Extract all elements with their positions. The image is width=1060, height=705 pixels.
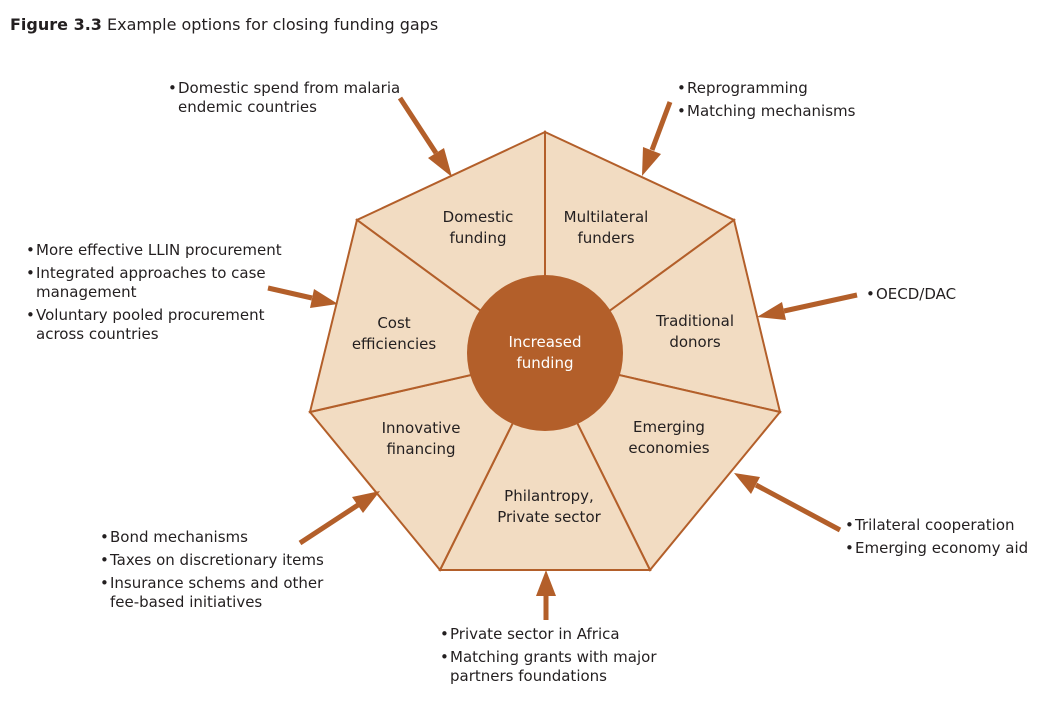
arrow-philantropy-private-sector xyxy=(536,570,556,620)
segment-label-domestic-funding: Domestic funding xyxy=(442,208,514,247)
callout-bullet: Matching mechanisms xyxy=(677,102,855,121)
center-hub xyxy=(467,275,623,431)
callout-bullet: Matching grants with major partners foun… xyxy=(440,648,657,686)
arrow-traditional-donors xyxy=(757,292,858,320)
callout-bullet: Integrated approaches to case management xyxy=(26,264,282,302)
callout-bullet: More effective LLIN procurement xyxy=(26,241,282,260)
figure-label: Figure 3.3 xyxy=(10,15,102,34)
callout-bullet: Taxes on discretionary items xyxy=(100,551,324,570)
callout-bullet: OECD/DAC xyxy=(866,285,956,304)
callout-bullet: Insurance schems and other fee-based ini… xyxy=(100,574,324,612)
callout-bullet: Voluntary pooled procurement across coun… xyxy=(26,306,282,344)
callout-multilateral-funders: Reprogramming Matching mechanisms xyxy=(677,79,855,125)
arrow-emerging-economies xyxy=(734,473,842,533)
callout-bullet: Reprogramming xyxy=(677,79,855,98)
callout-traditional-donors: OECD/DAC xyxy=(866,285,956,308)
callout-philantropy-private-sector: Private sector in Africa Matching grants… xyxy=(440,625,657,690)
segment-label-philantropy-private-sector: Philantropy, Private sector xyxy=(497,487,601,526)
callout-cost-efficiencies: More effective LLIN procurement Integrat… xyxy=(26,241,282,348)
segment-label-innovative-financing: Innovative financing xyxy=(381,419,461,458)
callout-domestic-funding: Domestic spend from malaria endemic coun… xyxy=(168,79,400,121)
callout-emerging-economies: Trilateral cooperation Emerging economy … xyxy=(845,516,1028,562)
segment-label-traditional-donors: Traditional donors xyxy=(655,312,735,351)
segment-label-cost-efficiencies: Cost efficiencies xyxy=(351,314,437,353)
figure-title: Figure 3.3 Example options for closing f… xyxy=(10,15,438,34)
arrow-domestic-funding xyxy=(397,96,452,177)
callout-bullet: Bond mechanisms xyxy=(100,528,324,547)
callout-bullet: Domestic spend from malaria endemic coun… xyxy=(168,79,400,117)
figure-caption: Example options for closing funding gaps xyxy=(107,15,439,34)
arrow-multilateral-funders xyxy=(642,101,673,176)
callout-bullet: Emerging economy aid xyxy=(845,539,1028,558)
segment-label-multilateral-funders: Multilateral funders xyxy=(563,208,649,247)
segment-label-emerging-economies: Emerging economies xyxy=(628,418,710,457)
callout-innovative-financing: Bond mechanisms Taxes on discretionary i… xyxy=(100,528,324,616)
callout-bullet: Trilateral cooperation xyxy=(845,516,1028,535)
center-label: Increased funding xyxy=(508,333,582,372)
callout-bullet: Private sector in Africa xyxy=(440,625,657,644)
